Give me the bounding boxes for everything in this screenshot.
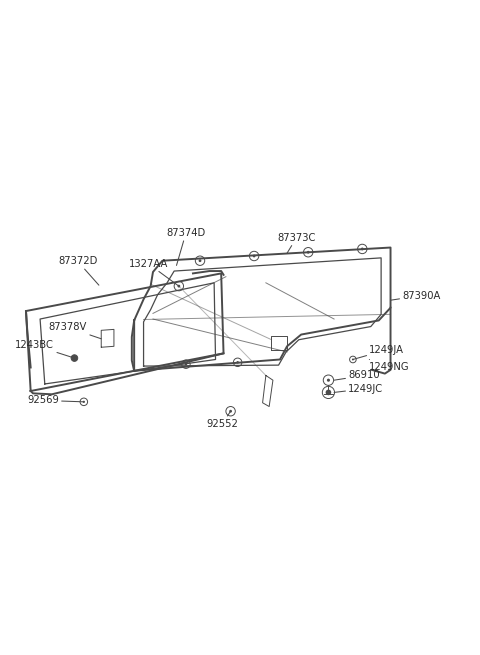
Text: 87373C: 87373C (277, 233, 316, 253)
Circle shape (307, 251, 310, 253)
Circle shape (199, 259, 202, 262)
Text: 1249JA: 1249JA (353, 345, 404, 360)
Text: 1249NG: 1249NG (370, 360, 410, 372)
Text: 87374D: 87374D (166, 228, 205, 265)
Circle shape (327, 379, 330, 382)
Text: 1327AA: 1327AA (129, 259, 179, 286)
Circle shape (352, 358, 354, 360)
Circle shape (71, 355, 78, 362)
Circle shape (361, 248, 364, 250)
Circle shape (73, 357, 75, 359)
Text: 87372D: 87372D (58, 256, 99, 285)
Circle shape (252, 255, 255, 257)
Text: 92569: 92569 (27, 396, 84, 405)
Circle shape (178, 285, 180, 288)
Text: 1243BC: 1243BC (15, 341, 74, 358)
Circle shape (185, 363, 187, 365)
Text: 1249JC: 1249JC (334, 384, 384, 394)
Text: 87378V: 87378V (49, 322, 101, 339)
Text: 87390A: 87390A (391, 291, 441, 301)
Text: 92552: 92552 (206, 411, 238, 429)
Circle shape (83, 401, 85, 403)
Circle shape (229, 410, 232, 413)
Circle shape (236, 361, 239, 364)
Circle shape (325, 390, 331, 395)
Text: 86910: 86910 (334, 371, 380, 381)
